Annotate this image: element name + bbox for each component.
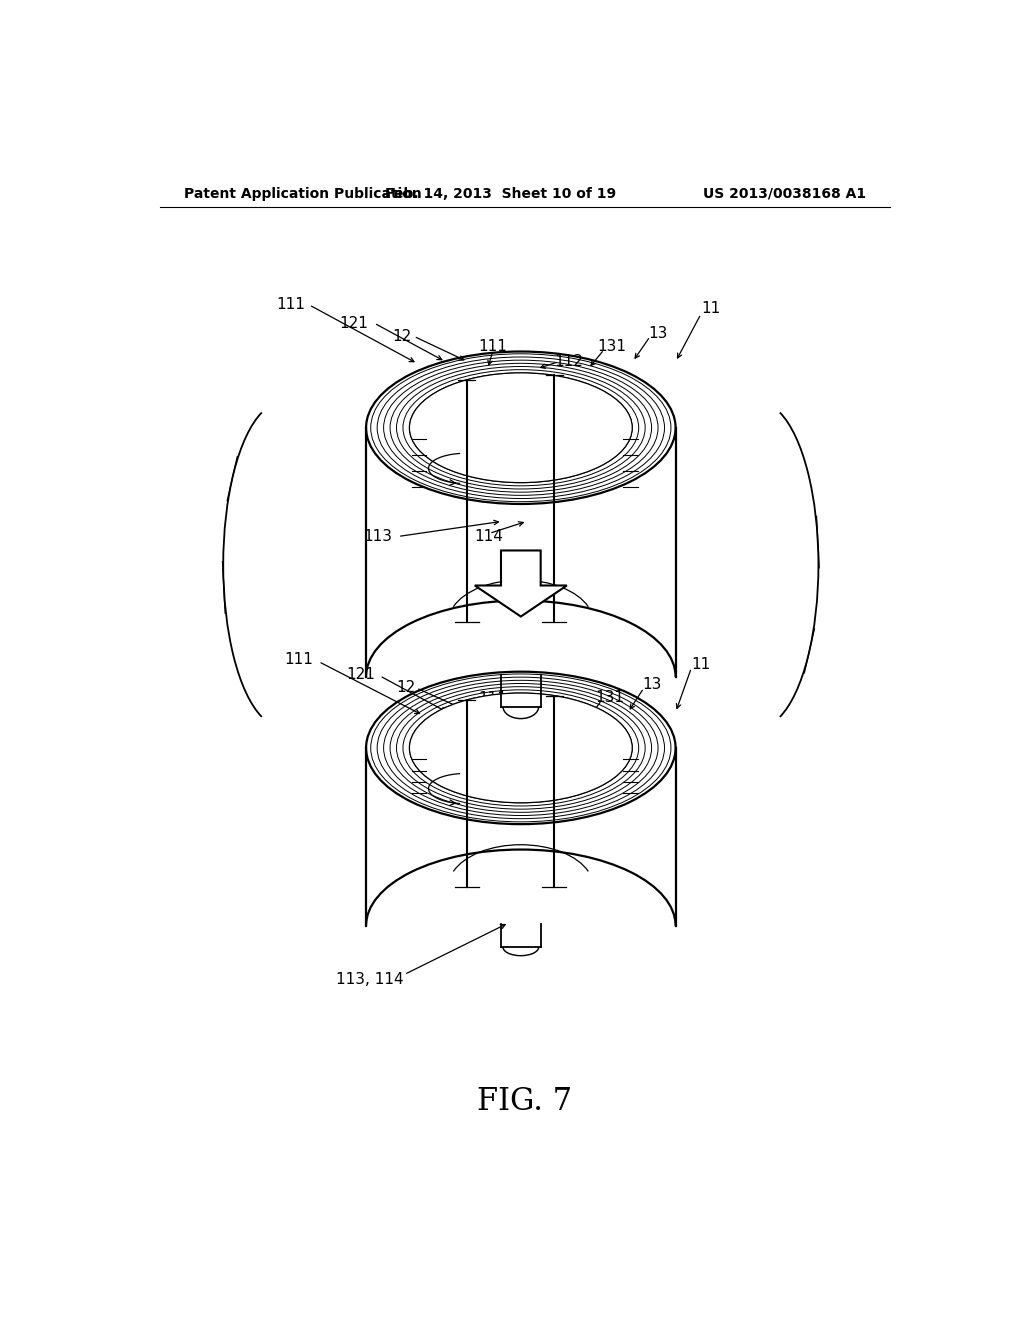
Text: 121: 121 xyxy=(346,667,375,682)
Text: 112: 112 xyxy=(554,702,583,717)
Text: 11: 11 xyxy=(701,301,721,317)
Ellipse shape xyxy=(410,372,632,483)
Text: US 2013/0038168 A1: US 2013/0038168 A1 xyxy=(702,187,866,201)
Text: 121: 121 xyxy=(340,315,369,330)
Text: FIG. 7: FIG. 7 xyxy=(477,1086,572,1117)
Text: Feb. 14, 2013  Sheet 10 of 19: Feb. 14, 2013 Sheet 10 of 19 xyxy=(385,187,616,201)
Text: 12: 12 xyxy=(396,680,416,696)
Text: 112: 112 xyxy=(554,354,583,370)
Polygon shape xyxy=(367,748,676,925)
Text: 111: 111 xyxy=(285,652,313,667)
Polygon shape xyxy=(475,550,567,616)
Ellipse shape xyxy=(410,693,632,803)
Text: 13: 13 xyxy=(642,677,662,693)
Text: 114: 114 xyxy=(475,529,504,544)
Text: 11: 11 xyxy=(691,657,711,672)
Text: 13: 13 xyxy=(648,326,668,341)
Text: 111: 111 xyxy=(276,297,305,313)
Text: 113: 113 xyxy=(364,529,392,544)
Text: 131: 131 xyxy=(598,339,627,354)
Text: 111: 111 xyxy=(478,339,508,354)
Polygon shape xyxy=(367,428,676,677)
Text: 111: 111 xyxy=(478,690,508,706)
Text: Patent Application Publication: Patent Application Publication xyxy=(183,187,421,201)
Text: 12: 12 xyxy=(392,329,412,343)
Text: 113, 114: 113, 114 xyxy=(336,972,403,987)
Text: 131: 131 xyxy=(595,689,625,705)
